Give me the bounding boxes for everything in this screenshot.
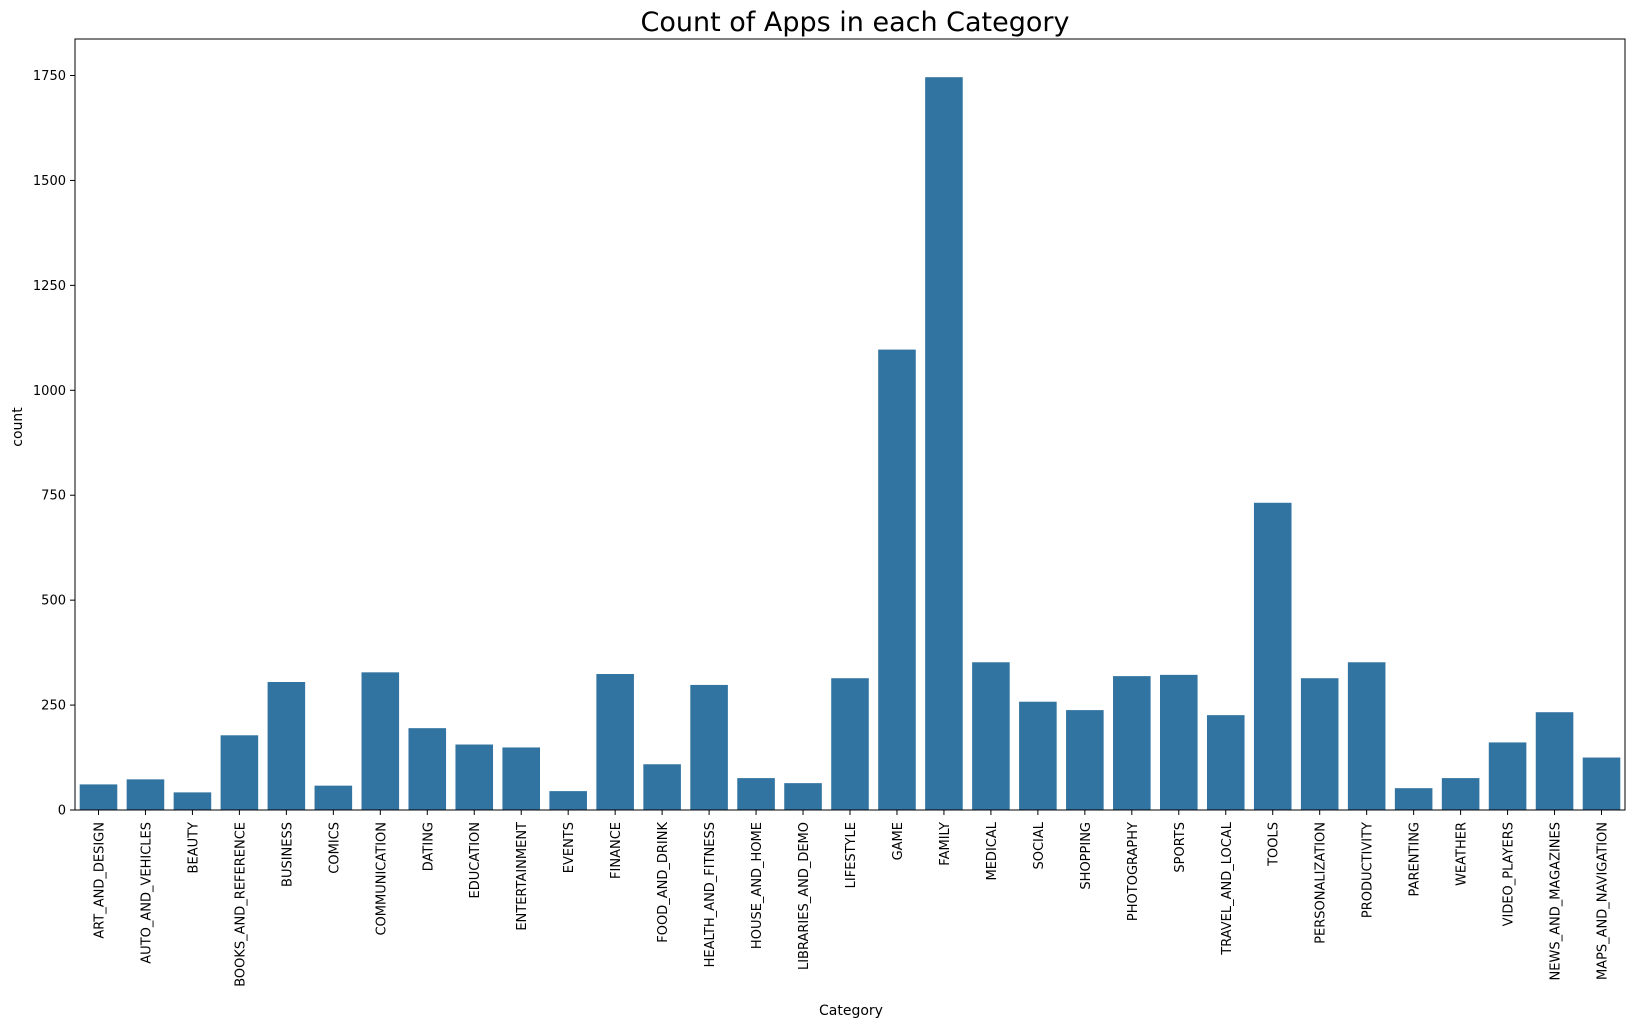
bar [1019,701,1057,810]
x-tick-label: VIDEO_PLAYERS [1502,822,1517,926]
bar [220,735,259,810]
bar [878,349,916,810]
x-tick-label: FAMILY [938,822,953,866]
bar [1066,710,1104,810]
bar [1347,662,1386,810]
bar [1535,712,1574,810]
x-tick-label: COMICS [327,822,342,874]
x-tick-label: FOOD_AND_DRINK [656,822,671,943]
bar [925,77,963,811]
chart-title: Count of Apps in each Category [641,7,1070,38]
bar [314,785,353,810]
x-tick-label: GAME [891,822,906,860]
bar [737,778,775,810]
x-tick-label: HOUSE_AND_HOME [750,822,765,949]
bar [408,728,447,810]
x-tick-label: BOOKS_AND_REFERENCE [233,822,248,987]
x-tick-label: ART_AND_DESIGN [92,822,107,939]
bar [1582,757,1621,810]
bar [1160,674,1198,810]
bar [1206,715,1245,810]
y-tick-label: 1750 [33,69,66,84]
bar [690,684,728,810]
x-tick-label: ENTERTAINMENT [515,822,530,931]
x-tick-label: AUTO_AND_VEHICLES [139,822,154,964]
bar [173,792,212,810]
x-tick-label: NEWS_AND_MAGAZINES [1549,822,1564,980]
bar [549,791,587,810]
bar [1441,778,1480,810]
bars-layer [79,77,1621,811]
y-tick-label: 1500 [33,174,66,189]
bar [1488,742,1527,810]
x-tick-label: MAPS_AND_NAVIGATION [1596,822,1611,980]
bar [831,678,869,810]
bar [502,747,540,810]
x-tick-label: MEDICAL [985,821,1000,880]
bar [267,681,306,810]
x-tick-label: FINANCE [609,822,624,879]
bar [1300,678,1339,810]
x-tick-label: BUSINESS [280,822,295,887]
y-tick-label: 750 [41,489,66,504]
x-tick-label: TOOLS [1267,822,1282,867]
x-tick-label: LIFESTYLE [844,822,859,888]
bar [784,783,822,810]
x-tick-label: COMMUNICATION [374,822,389,936]
bar [361,672,400,810]
y-axis-ticks: 0 250 500 750 1000 1250 1500 1750 [33,69,75,819]
x-tick-label: SPORTS [1173,822,1188,873]
x-tick-label: PRODUCTIVITY [1361,822,1376,918]
x-tick-label: EDUCATION [468,822,483,898]
bar [643,764,681,810]
bar [79,784,118,810]
x-tick-label: PERSONALIZATION [1314,822,1329,944]
x-tick-label: TRAVEL_AND_LOCAL [1220,821,1235,955]
x-tick-label: WEATHER [1455,822,1470,886]
y-axis-label: count [10,407,26,447]
bar [972,662,1010,810]
x-tick-label: EVENTS [562,822,577,873]
x-tick-label: BEAUTY [186,822,201,873]
x-axis-ticks: ART_AND_DESIGN AUTO_AND_VEHICLES BEAUTY BOO… [92,810,1611,987]
y-tick-label: 1000 [33,384,66,399]
x-tick-label: SHOPPING [1079,822,1094,890]
bar [1113,676,1151,810]
bar [596,674,634,810]
y-tick-label: 250 [41,699,66,714]
plot-frame [74,38,1626,811]
bar [1394,788,1433,810]
bar [1253,502,1292,810]
x-tick-label: LIBRARIES_AND_DEMO [797,822,812,970]
bar [455,744,494,810]
x-axis-label: Category [819,1003,883,1019]
x-tick-label: HEALTH_AND_FITNESS [703,822,718,967]
x-tick-label: SOCIAL [1032,821,1047,869]
x-tick-label: PHOTOGRAPHY [1126,822,1141,921]
x-tick-label: DATING [421,822,436,871]
y-tick-label: 0 [58,804,66,819]
y-tick-label: 500 [41,594,66,609]
bar [126,779,165,810]
x-tick-label: PARENTING [1408,822,1423,896]
y-tick-label: 1250 [33,279,66,294]
